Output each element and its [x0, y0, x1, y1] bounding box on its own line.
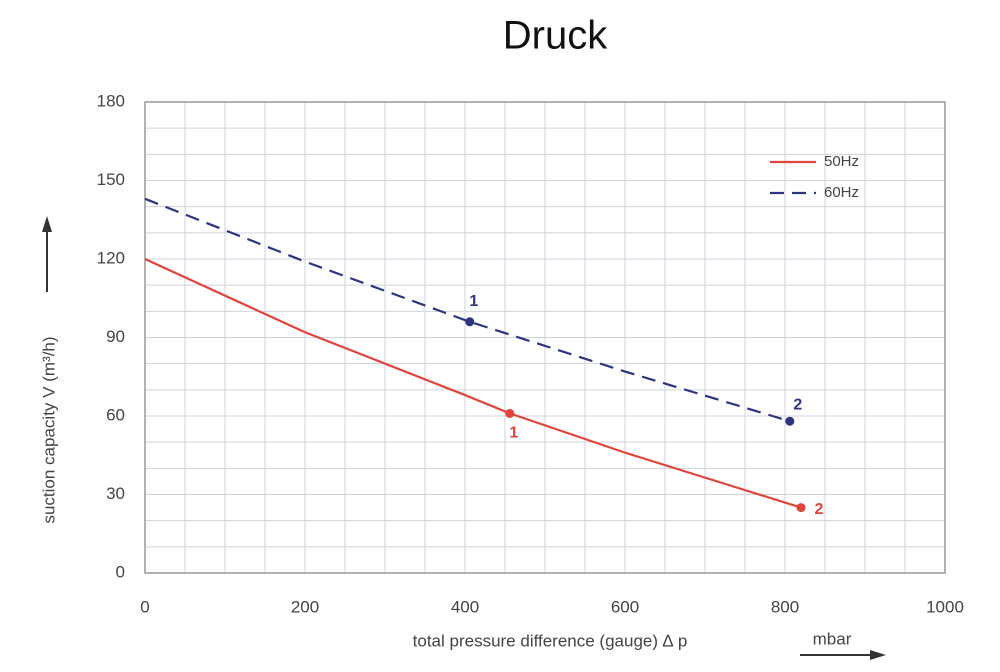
plot-frame	[144, 101, 946, 574]
line-series	[144, 197, 791, 423]
x-axis-label: total pressure difference (gauge) ∆ p	[413, 631, 688, 650]
point-label: 2	[793, 396, 802, 413]
x-axis-arrowhead	[870, 650, 886, 660]
operating-point	[796, 503, 806, 513]
x-tick-label: 400	[451, 597, 479, 616]
y-axis-label: suction capacity V (m³/h)	[39, 336, 58, 523]
operating-point	[505, 408, 515, 418]
point-label: 1	[509, 425, 518, 442]
x-tick-label: 600	[611, 597, 639, 616]
chart-title: Druck	[503, 14, 608, 58]
x-tick-label: 0	[140, 597, 149, 616]
legend-label: 60Hz	[824, 184, 859, 201]
point-label: 1	[469, 293, 478, 310]
x-tick-label: 200	[291, 597, 319, 616]
y-tick-label: 0	[116, 562, 125, 581]
point-label: 2	[815, 501, 824, 518]
line-series	[144, 257, 802, 509]
y-axis-arrowhead	[42, 216, 52, 232]
y-tick-label: 60	[106, 405, 125, 424]
legend-label: 50Hz	[824, 153, 859, 170]
y-tick-label: 180	[97, 91, 125, 110]
x-axis-unit: mbar	[813, 629, 852, 648]
operating-point	[785, 416, 795, 426]
y-tick-label: 150	[97, 170, 125, 189]
y-tick-label: 120	[97, 248, 125, 267]
x-tick-label: 1000	[926, 597, 964, 616]
y-tick-label: 30	[106, 484, 125, 503]
x-tick-label: 800	[771, 597, 799, 616]
operating-point	[465, 317, 475, 327]
y-tick-label: 90	[106, 327, 125, 346]
